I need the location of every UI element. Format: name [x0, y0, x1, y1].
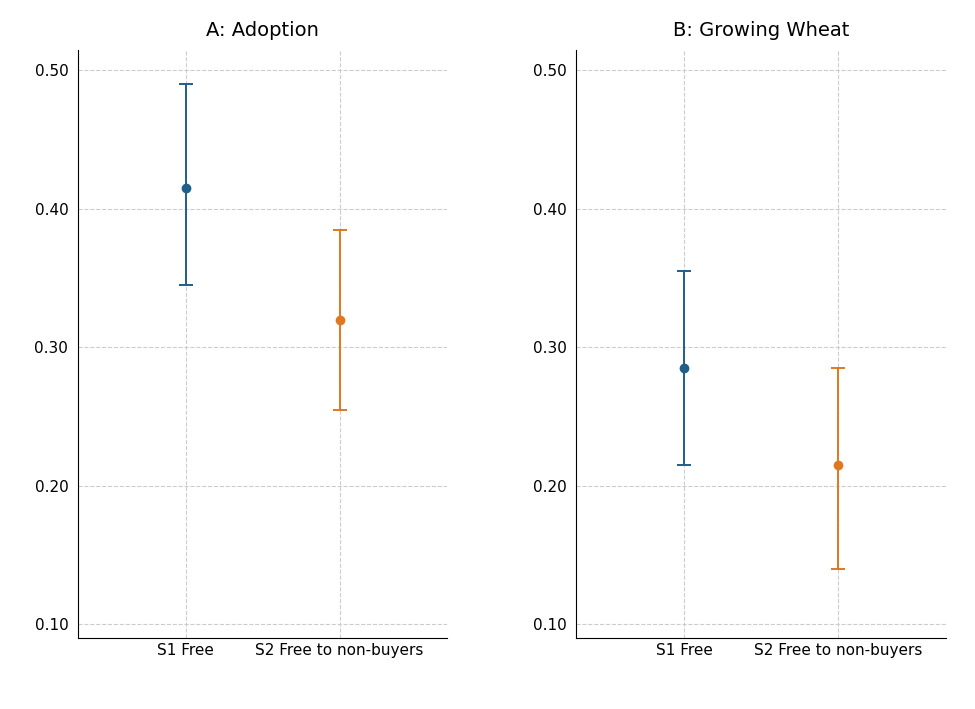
Title: B: Growing Wheat: B: Growing Wheat [673, 21, 849, 40]
Title: A: Adoption: A: Adoption [206, 21, 319, 40]
